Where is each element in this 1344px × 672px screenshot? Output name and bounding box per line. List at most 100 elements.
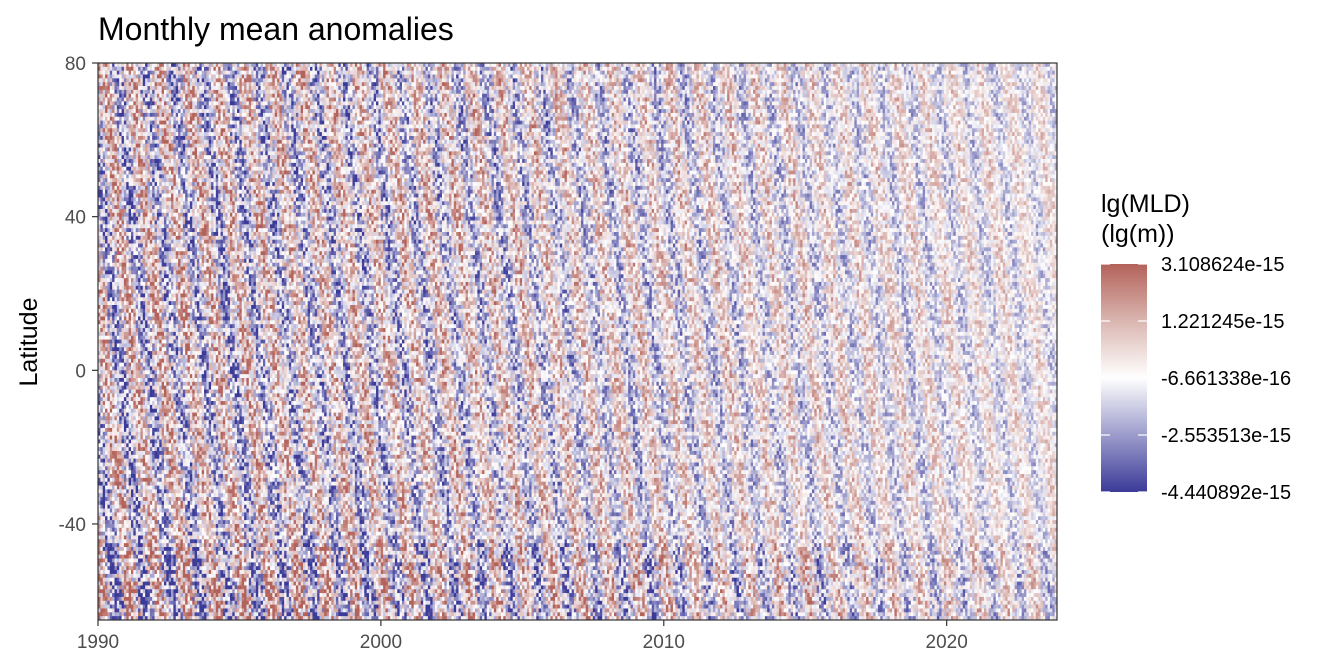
heatmap-cell — [828, 75, 831, 79]
heatmap-cell — [937, 71, 940, 75]
heatmap-cell — [692, 63, 695, 67]
heatmap-cell — [385, 78, 388, 82]
heatmap-cell — [878, 71, 881, 75]
heatmap-cell — [767, 75, 770, 79]
heatmap-cell — [319, 71, 322, 75]
heatmap-cell — [402, 71, 405, 75]
heatmap-cell — [1000, 78, 1003, 82]
heatmap-cell — [932, 63, 935, 67]
heatmap-cell — [1005, 75, 1008, 79]
heatmap-cell — [744, 75, 747, 79]
heatmap-cell — [150, 71, 153, 75]
heatmap-cell — [727, 63, 730, 67]
heatmap-cell — [315, 67, 318, 71]
heatmap-cell — [645, 71, 648, 75]
heatmap-cell — [294, 82, 297, 86]
heatmap-cell — [762, 67, 765, 71]
heatmap-cell — [979, 75, 982, 79]
heatmap-cell — [546, 75, 549, 79]
heatmap-cell — [664, 63, 667, 67]
heatmap-cell — [319, 67, 322, 71]
heatmap-cell — [515, 75, 518, 79]
heatmap-cell — [496, 78, 499, 82]
heatmap-cell — [732, 63, 735, 67]
heatmap-cell — [204, 63, 207, 67]
heatmap-cell — [428, 75, 431, 79]
heatmap-cell — [159, 71, 162, 75]
heatmap-cell — [1045, 78, 1048, 82]
heatmap-cell — [1052, 71, 1055, 75]
heatmap-cell — [819, 63, 822, 67]
heatmap-cell — [164, 71, 167, 75]
heatmap-cell — [393, 78, 396, 82]
heatmap-cell — [864, 71, 867, 75]
heatmap-cell — [169, 78, 172, 82]
heatmap-cell — [404, 75, 407, 79]
heatmap-cell — [449, 63, 452, 67]
heatmap-cell — [482, 78, 485, 82]
heatmap-cell — [949, 75, 952, 79]
heatmap-cell — [751, 67, 754, 71]
heatmap-cell — [173, 78, 176, 82]
heatmap-cell — [180, 75, 183, 79]
heatmap-cell — [322, 78, 325, 82]
heatmap-cell — [404, 63, 407, 67]
heatmap-cell — [402, 78, 405, 82]
heatmap-cell — [492, 75, 495, 79]
heatmap-cell — [659, 78, 662, 82]
heatmap-cell — [942, 75, 945, 79]
heatmap-cell — [374, 67, 377, 71]
heatmap-cell — [334, 75, 337, 79]
heatmap-cell — [567, 67, 570, 71]
heatmap-cell — [701, 75, 704, 79]
heatmap-cell — [638, 71, 641, 75]
heatmap-cell — [793, 75, 796, 79]
heatmap-cell — [461, 67, 464, 71]
heatmap-cell — [202, 75, 205, 79]
heatmap-cell — [640, 63, 643, 67]
heatmap-cell — [628, 67, 631, 71]
heatmap-cell — [784, 75, 787, 79]
heatmap-cell — [678, 71, 681, 75]
heatmap-cell — [221, 78, 224, 82]
heatmap-cell — [1022, 63, 1025, 67]
heatmap-cell — [263, 82, 266, 86]
heatmap-cell — [550, 78, 553, 82]
heatmap-cell — [442, 71, 445, 75]
heatmap-cell — [798, 67, 801, 71]
heatmap-cell — [352, 78, 355, 82]
heatmap-cell — [654, 63, 657, 67]
heatmap-cell — [725, 63, 728, 67]
heatmap-cell — [404, 78, 407, 82]
heatmap-cell — [317, 78, 320, 82]
heatmap-cell — [107, 71, 110, 75]
heatmap-cell — [204, 78, 207, 82]
heatmap-cell — [451, 71, 454, 75]
heatmap-cell — [287, 82, 290, 86]
heatmap-cell — [1029, 78, 1032, 82]
heatmap-cell — [991, 63, 994, 67]
heatmap-cell — [713, 63, 716, 67]
heatmap-cell — [746, 78, 749, 82]
heatmap-cell — [152, 63, 155, 67]
heatmap-cell — [803, 75, 806, 79]
heatmap-cell — [157, 78, 160, 82]
heatmap-cell — [1019, 67, 1022, 71]
heatmap-cell — [671, 71, 674, 75]
heatmap-cell — [1015, 67, 1018, 71]
heatmap-cell — [414, 78, 417, 82]
heatmap-cell — [814, 78, 817, 82]
heatmap-cell — [569, 67, 572, 71]
heatmap-cell — [744, 63, 747, 67]
heatmap-cell — [576, 78, 579, 82]
heatmap-cell — [598, 78, 601, 82]
heatmap-cell — [362, 71, 365, 75]
heatmap-cell — [569, 75, 572, 79]
heatmap-cell — [166, 63, 169, 67]
heatmap-cell — [411, 75, 414, 79]
heatmap-cell — [595, 67, 598, 71]
heatmap-cell — [939, 67, 942, 71]
heatmap-cell — [192, 63, 195, 67]
heatmap-cell — [692, 67, 695, 71]
heatmap-cell — [192, 67, 195, 71]
